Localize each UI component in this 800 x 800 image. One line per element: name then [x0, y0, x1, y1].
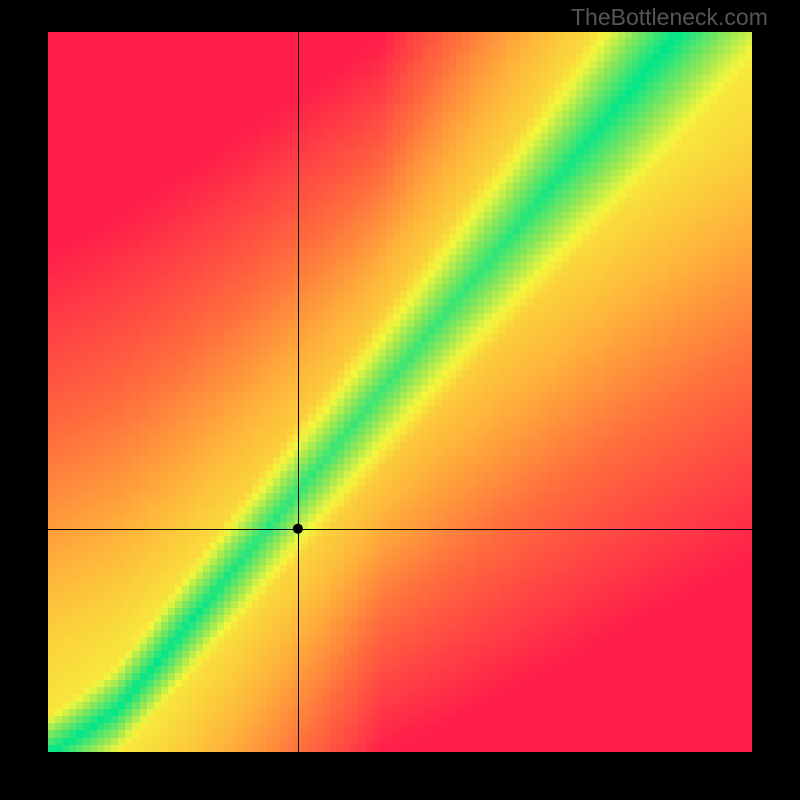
watermark-text: TheBottleneck.com: [571, 4, 768, 31]
bottleneck-heatmap: [48, 32, 752, 752]
